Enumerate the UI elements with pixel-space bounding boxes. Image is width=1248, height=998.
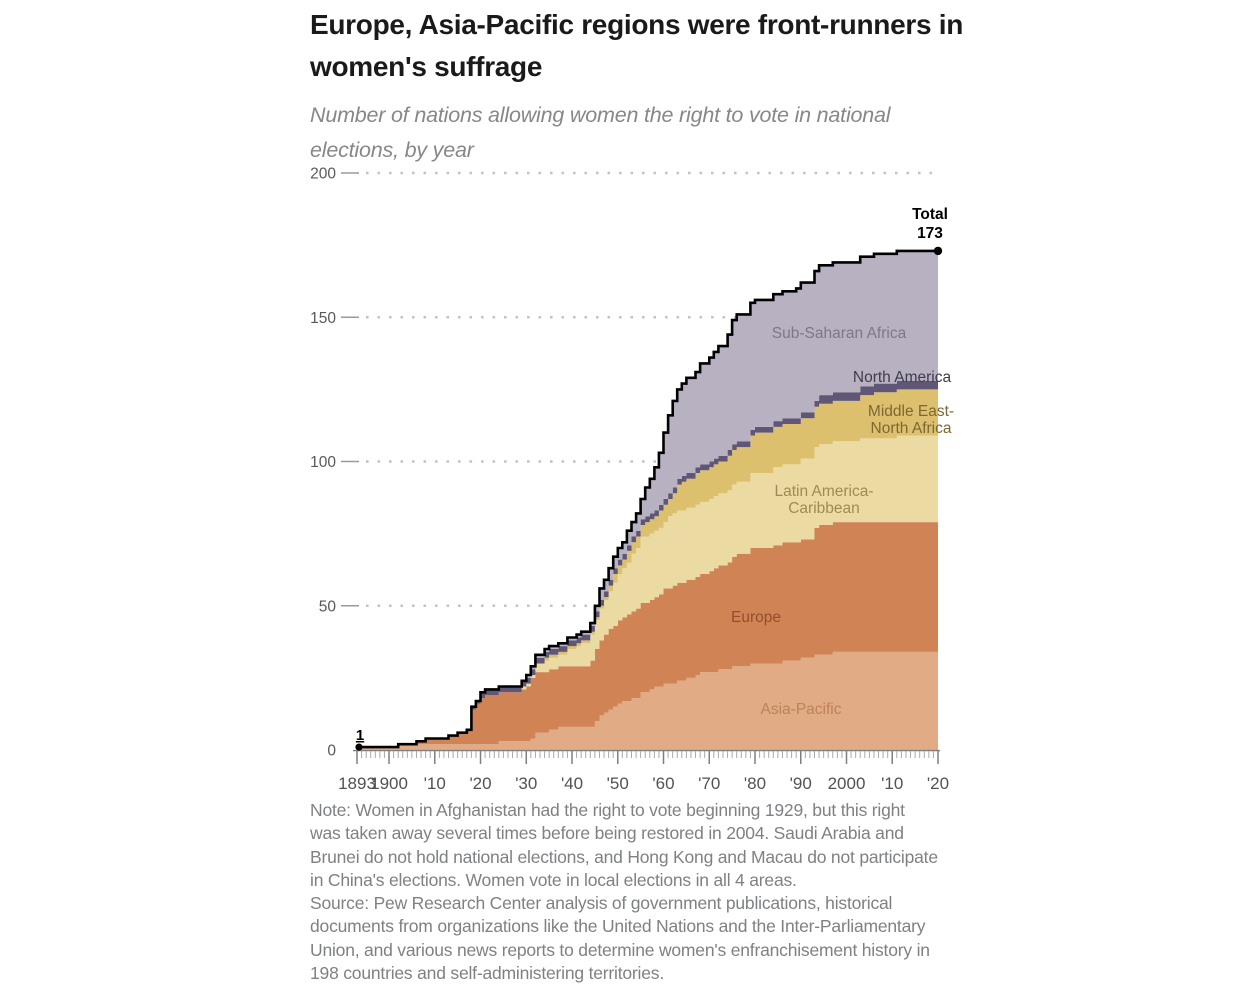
total-value-label: 173 [917, 225, 943, 242]
region-label-latin-america-caribbean: Caribbean [788, 500, 860, 517]
source-line: 198 countries and self-administering ter… [310, 963, 664, 984]
note-line: Brunei do not hold national elections, a… [310, 846, 938, 867]
x-tick-label: 1900 [370, 774, 408, 793]
y-tick-label: 100 [310, 454, 336, 471]
x-tick-label: '10 [881, 774, 903, 793]
total-line [357, 249, 938, 749]
x-tick-label: '90 [790, 774, 812, 793]
x-tick-label: '50 [607, 774, 629, 793]
title-line-1: Europe, Asia-Pacific regions were front-… [310, 9, 963, 40]
x-tick-label: '70 [698, 774, 720, 793]
area-middle-east-north-africa [357, 389, 938, 748]
source-line: documents from organizations like the Un… [310, 916, 926, 937]
chart-header: Europe, Asia-Pacific regions were front-… [310, 4, 1100, 168]
region-label-middle-east-north-africa: North Africa [871, 420, 952, 437]
area-sub-saharan-africa [357, 250, 938, 748]
title-line-2: women's suffrage [310, 51, 543, 82]
start-point-label: 1 [356, 727, 364, 744]
x-tick-label: '60 [652, 774, 674, 793]
region-label-sub-saharan-africa: Sub-Saharan Africa [772, 325, 907, 342]
y-tick-label: 150 [310, 310, 336, 327]
note-line: Note: Women in Afghanistan had the right… [310, 800, 905, 820]
x-tick-label: '40 [561, 774, 583, 793]
x-tick-label: '30 [515, 774, 537, 793]
region-label-latin-america-caribbean: Latin America- [774, 483, 873, 500]
region-label-north-america: North America [853, 369, 952, 386]
region-label-asia-pacific: Asia-Pacific [761, 701, 842, 718]
source-line: Union, and various news reports to deter… [310, 939, 930, 960]
x-tick-label: '20 [927, 774, 949, 793]
y-tick-label: 0 [327, 743, 336, 760]
note-line: was taken away several times before bein… [310, 823, 904, 844]
x-tick-label: '80 [744, 774, 766, 793]
y-tick-label: 200 [310, 166, 336, 183]
area-asia-pacific [357, 651, 938, 750]
x-tick-label: 1893 [338, 774, 376, 793]
area-europe [357, 522, 938, 748]
total-label: Total [912, 206, 948, 223]
chart-footer: Note: Women in Afghanistan had the right… [310, 799, 1100, 985]
total-end-dot [933, 246, 943, 256]
area-latin-america-caribbean [357, 435, 938, 748]
chart-subtitle: Number of nations allowing women the rig… [310, 98, 1100, 168]
page-title: Europe, Asia-Pacific regions were front-… [310, 4, 1100, 88]
note-line: in China's elections. Women vote in loca… [310, 869, 797, 890]
subtitle-line-1: Number of nations allowing women the rig… [310, 103, 891, 127]
source-line: Source: Pew Research Center analysis of … [310, 893, 893, 914]
x-tick-label: 2000 [828, 774, 866, 793]
note-text: Note: Women in Afghanistan had the right… [310, 799, 1100, 892]
x-tick-label: '20 [469, 774, 491, 793]
x-tick-label: '10 [424, 774, 446, 793]
y-tick-label: 50 [319, 598, 337, 615]
source-text: Source: Pew Research Center analysis of … [310, 892, 1100, 985]
start-point-dot [355, 743, 363, 751]
region-label-europe: Europe [731, 609, 781, 626]
subtitle-line-2: elections, by year [310, 138, 474, 162]
region-label-middle-east-north-africa: Middle East- [868, 403, 954, 420]
